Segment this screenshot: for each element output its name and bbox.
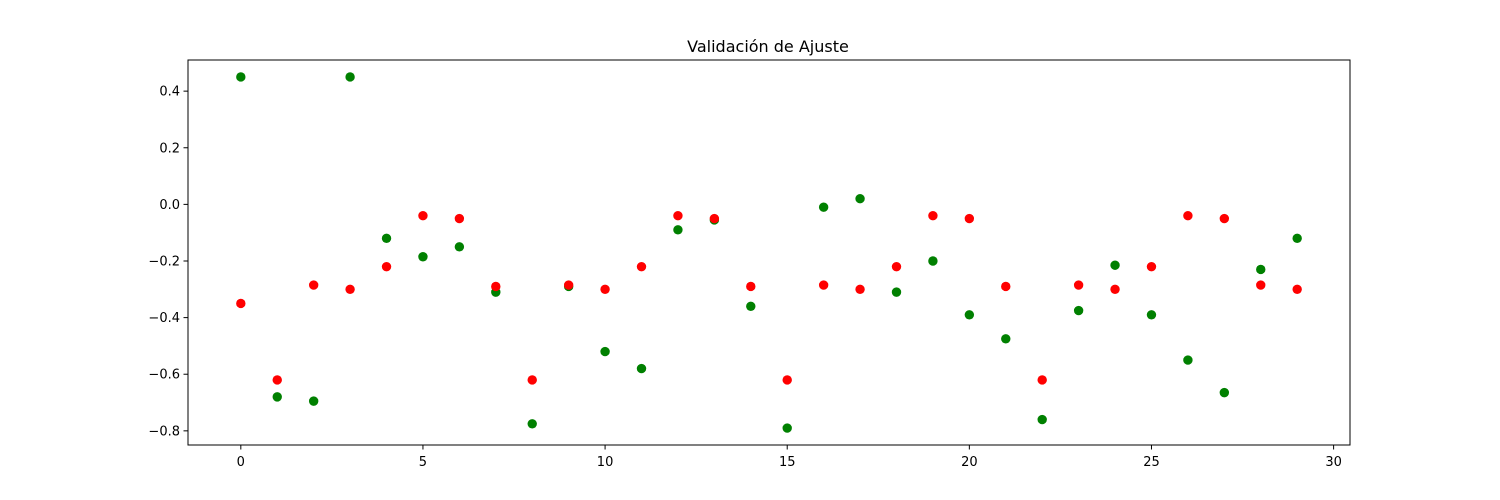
y-tick-label: 0.0 <box>159 198 180 213</box>
data-point <box>418 252 428 262</box>
data-point <box>1256 280 1266 290</box>
data-point <box>746 281 756 292</box>
data-point <box>563 280 574 290</box>
data-point <box>527 419 537 429</box>
data-point <box>454 242 465 252</box>
data-point <box>1110 260 1120 270</box>
y-tick-label: −0.8 <box>148 424 180 439</box>
data-point <box>928 210 938 221</box>
data-point <box>1001 334 1011 344</box>
data-point <box>1219 213 1230 224</box>
data-point <box>636 363 647 374</box>
data-point <box>381 261 392 272</box>
y-tick-label: −0.4 <box>148 311 180 326</box>
data-point <box>1219 387 1230 398</box>
data-point <box>964 213 975 224</box>
data-point <box>1001 281 1011 292</box>
chart-title: Validación de Ajuste <box>687 37 849 56</box>
data-point <box>891 261 902 272</box>
data-point <box>818 280 829 290</box>
x-axis: 0 5 10 15 20 25 30 <box>237 445 1342 470</box>
data-point <box>964 310 975 320</box>
y-tick-label: 0.2 <box>159 141 180 156</box>
y-tick-label: −0.2 <box>148 254 180 269</box>
data-point <box>308 396 319 406</box>
data-point <box>928 256 938 266</box>
data-points <box>236 72 1302 433</box>
data-point <box>272 375 282 385</box>
x-tick-label: 15 <box>779 455 796 470</box>
data-point <box>418 210 428 221</box>
y-tick-label: 0.4 <box>159 85 180 100</box>
data-point <box>308 280 319 290</box>
x-tick-label: 30 <box>1325 455 1342 470</box>
y-tick-label: −0.6 <box>148 368 180 383</box>
data-point <box>236 72 246 82</box>
data-point <box>855 284 865 295</box>
data-point <box>636 261 647 272</box>
data-point <box>491 281 501 292</box>
x-tick-label: 25 <box>1143 455 1160 470</box>
data-point <box>1146 310 1157 320</box>
data-point <box>1073 305 1084 316</box>
x-tick-label: 10 <box>597 455 614 470</box>
y-axis: −0.8 −0.6 −0.4 −0.2 0.0 0.2 0.4 <box>148 85 188 439</box>
data-point <box>1037 375 1047 385</box>
data-point <box>272 392 282 402</box>
x-tick-label: 20 <box>961 455 978 470</box>
data-point <box>1292 233 1302 244</box>
data-point <box>345 72 355 82</box>
data-point <box>746 301 756 311</box>
data-point <box>1183 355 1193 365</box>
data-point <box>1256 264 1266 275</box>
x-tick-label: 5 <box>419 455 427 470</box>
data-point <box>381 233 392 244</box>
data-point <box>600 346 610 357</box>
data-point <box>527 375 537 385</box>
data-point <box>673 225 683 235</box>
data-point <box>1183 210 1193 221</box>
data-point <box>709 213 720 224</box>
data-point <box>1292 284 1302 295</box>
data-point <box>1037 414 1047 425</box>
data-point <box>891 287 902 297</box>
data-point <box>236 298 246 309</box>
data-point <box>782 423 792 433</box>
plot-frame <box>187 59 1351 446</box>
x-tick-label: 0 <box>237 455 245 470</box>
data-point <box>673 210 683 221</box>
data-point <box>855 194 865 204</box>
data-point <box>454 213 465 224</box>
data-point <box>1146 261 1157 272</box>
data-point <box>818 202 829 212</box>
data-point <box>600 284 610 295</box>
data-point <box>1073 280 1084 290</box>
data-point <box>1110 284 1120 295</box>
data-point <box>345 284 355 295</box>
data-point <box>782 375 792 385</box>
